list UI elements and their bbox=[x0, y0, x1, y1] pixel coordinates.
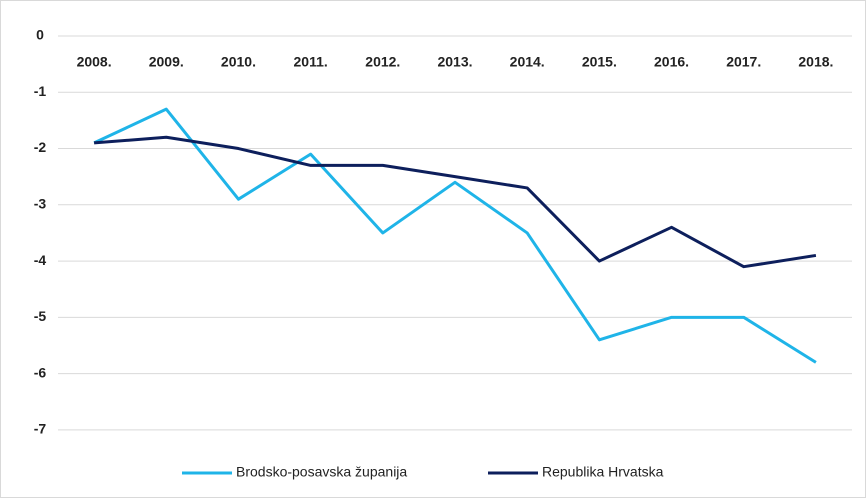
x-tick-label: 2012. bbox=[365, 54, 400, 70]
y-tick-label: -6 bbox=[34, 364, 47, 380]
y-tick-label: -7 bbox=[34, 421, 47, 437]
x-tick-label: 2011. bbox=[294, 54, 328, 70]
x-tick-label: 2017. bbox=[726, 54, 761, 70]
series-line bbox=[93, 107, 817, 364]
x-tick-label: 2013. bbox=[437, 54, 472, 70]
y-tick-label: -1 bbox=[34, 83, 47, 99]
x-tick-label: 2015. bbox=[582, 54, 617, 70]
y-tick-label: -3 bbox=[34, 196, 47, 212]
y-tick-label: -2 bbox=[34, 139, 47, 155]
y-tick-label: 0 bbox=[36, 27, 44, 43]
x-tick-label: 2010. bbox=[221, 54, 256, 70]
x-tick-label: 2008. bbox=[77, 54, 112, 70]
x-tick-label: 2016. bbox=[654, 54, 689, 70]
y-tick-label: -4 bbox=[34, 252, 47, 268]
x-tick-label: 2009. bbox=[149, 54, 184, 70]
x-tick-label: 2014. bbox=[510, 54, 545, 70]
y-tick-label: -5 bbox=[34, 308, 47, 324]
x-tick-label: 2018. bbox=[798, 54, 833, 70]
legend-label: Brodsko-posavska županija bbox=[236, 464, 407, 480]
legend-label: Republika Hrvatska bbox=[542, 464, 664, 480]
series-line bbox=[93, 135, 817, 269]
